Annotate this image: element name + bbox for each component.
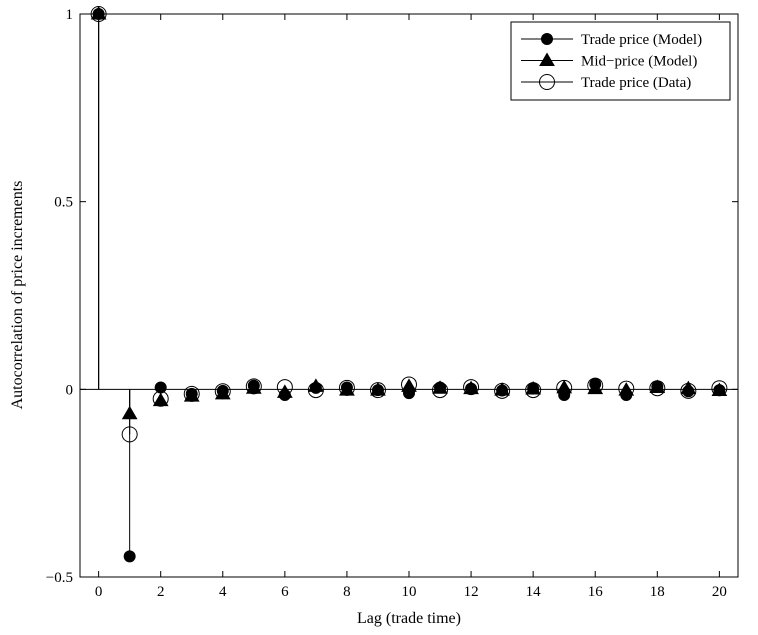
- legend-label-2: Mid−price (Model): [581, 54, 697, 70]
- y-tick-label-3: 1: [66, 7, 74, 23]
- legend: Trade price (Model) Mid−price (Model) Trad…: [510, 21, 731, 101]
- point-series-2-lag-15: [556, 379, 573, 394]
- point-series-3-lag-20: [711, 380, 728, 397]
- point-series-3-lag-2: [152, 390, 169, 407]
- point-series-3-lag-4: [214, 383, 231, 400]
- x-tick-label-4: 4: [219, 584, 227, 600]
- point-series-2-lag-7: [308, 378, 324, 392]
- x-tick-label-18: 18: [650, 584, 665, 600]
- y-tick-label-2: 0.5: [54, 195, 73, 211]
- point-series-3-lag-18: [649, 380, 666, 397]
- legend-marker-2: [539, 52, 555, 67]
- point-series-3-lag-19: [680, 382, 697, 399]
- point-series-3-lag-5: [245, 378, 262, 395]
- y-tick-label-0: −0.5: [46, 570, 73, 586]
- point-series-2-lag-9: [370, 382, 386, 396]
- point-series-2-lag-18: [649, 379, 666, 393]
- point-series-2-lag-14: [525, 380, 542, 395]
- ticks-layer: 0 2 4 6 8 10 12 14 16 18 20 −0.5 0 0.5 1: [46, 7, 738, 600]
- point-series-2-lag-6: [276, 384, 293, 398]
- point-series-2-lag-13: [494, 382, 510, 396]
- point-series-3-lag-17: [618, 380, 635, 397]
- x-tick-label-14: 14: [526, 584, 542, 600]
- x-tick-label-8: 8: [343, 584, 351, 600]
- series-2: [90, 6, 728, 420]
- point-series-3-lag-10: [401, 376, 417, 393]
- axes-frame: [79, 13, 739, 578]
- y-tick-label-1: 0: [66, 382, 74, 398]
- legend-label-3: Trade price (Data): [581, 75, 691, 91]
- point-series-3-lag-1: [121, 426, 138, 443]
- legend-marker-3: [539, 74, 555, 90]
- point-series-3-lag-3: [183, 385, 200, 402]
- point-series-2-lag-19: [680, 380, 697, 395]
- x-tick-label-2: 2: [157, 584, 165, 600]
- x-tick-label-12: 12: [464, 584, 479, 600]
- point-series-3-lag-7: [307, 382, 324, 399]
- point-series-3-lag-16: [587, 377, 604, 394]
- point-series-3-lag-14: [525, 382, 542, 399]
- point-series-1-lag-1: [123, 550, 136, 563]
- y-axis-label: Autocorrelation of price increments: [9, 181, 26, 410]
- x-tick-label-10: 10: [402, 584, 417, 600]
- legend-label-1: Trade price (Model): [581, 32, 702, 48]
- point-series-3-lag-13: [494, 382, 511, 399]
- point-series-3-lag-6: [276, 379, 293, 396]
- point-series-2-lag-2: [152, 392, 169, 407]
- point-series-3-lag-8: [338, 379, 355, 396]
- point-series-3-lag-11: [432, 382, 449, 399]
- point-series-3-lag-9: [369, 382, 386, 399]
- x-tick-label-6: 6: [281, 584, 289, 600]
- x-tick-label-20: 20: [712, 584, 727, 600]
- x-axis-label: Lag (trade time): [357, 610, 461, 627]
- point-series-2-lag-11: [432, 380, 448, 394]
- x-tick-label-0: 0: [95, 584, 103, 600]
- point-series-3-lag-12: [463, 379, 480, 396]
- legend-marker-1: [541, 33, 553, 45]
- x-tick-label-16: 16: [588, 584, 604, 600]
- point-series-3-lag-15: [556, 379, 573, 396]
- plot-layer: [80, 6, 738, 563]
